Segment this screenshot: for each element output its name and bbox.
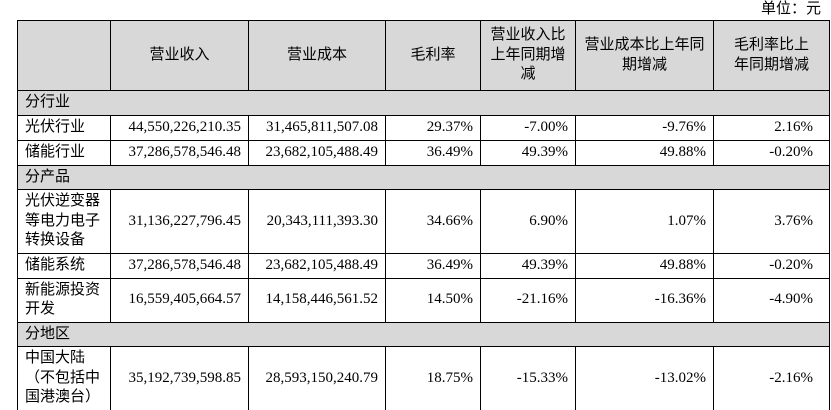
section-label: 分产品 (17, 164, 830, 190)
row-label: 储能系统 (17, 252, 111, 279)
financial-breakdown-table: 营业收入 营业成本 毛利率 营业收入比 上年同期增 减 营业成本比上年同 期增减… (17, 20, 830, 410)
unit-label: 单位：元 (760, 1, 821, 17)
value-cell: -13.02% (575, 346, 714, 410)
section-row: 分行业 (17, 90, 830, 116)
header-cell-category (17, 20, 111, 91)
header-cell-cost-yoy: 营业成本比上年同 期增减 (575, 20, 714, 91)
value-cell: -7.00% (480, 114, 576, 141)
value-cell: 34.66% (385, 189, 481, 254)
value-cell: -21.16% (480, 277, 576, 323)
value-cell: 23,682,105,488.49 (248, 252, 386, 279)
value-cell: -2.16% (713, 346, 830, 410)
value-cell: 1.07% (575, 189, 714, 254)
section-row: 分地区 (17, 321, 830, 347)
value-cell: 14,158,446,561.52 (248, 277, 386, 323)
header-cell-cost: 营业成本 (248, 20, 386, 91)
row-label: 光伏行业 (17, 114, 111, 141)
value-cell: 37,286,578,546.48 (110, 252, 249, 279)
value-cell: -15.33% (480, 346, 576, 410)
row-label: 中国大陆 （不包括中 国港澳台） (17, 346, 111, 410)
value-cell: 29.37% (385, 114, 481, 141)
value-cell: 36.49% (385, 252, 481, 279)
value-cell: 23,682,105,488.49 (248, 139, 386, 166)
value-cell: 6.90% (480, 189, 576, 254)
value-cell: 49.88% (575, 139, 714, 166)
value-cell: 16,559,405,664.57 (110, 277, 249, 323)
value-cell: -0.20% (713, 139, 830, 166)
value-cell: -0.20% (713, 252, 830, 279)
table-row: 储能系统 37,286,578,546.48 23,682,105,488.49 36… (17, 252, 830, 279)
value-cell: 37,286,578,546.48 (110, 139, 249, 166)
value-cell: 18.75% (385, 346, 481, 410)
table-row: 光伏行业 44,550,226,210.35 31,465,811,507.08 29… (17, 114, 830, 141)
value-cell: 35,192,739,598.85 (110, 346, 249, 410)
value-cell: -16.36% (575, 277, 714, 323)
row-label: 光伏逆变器 等电力电子 转换设备 (17, 189, 111, 254)
table-row: 新能源投资 开发 16,559,405,664.57 14,158,446,561.… (17, 277, 830, 323)
table-row: 中国大陆 （不包括中 国港澳台） 35,192,739,598.85 28,593,… (17, 346, 830, 410)
row-label: 储能行业 (17, 139, 111, 166)
value-cell: 28,593,150,240.79 (248, 346, 386, 410)
value-cell: 49.39% (480, 252, 576, 279)
header-cell-revenue: 营业收入 (110, 20, 249, 91)
value-cell: 31,465,811,507.08 (248, 114, 386, 141)
row-label: 新能源投资 开发 (17, 277, 111, 323)
table-row: 光伏逆变器 等电力电子 转换设备 31,136,227,796.45 20,343,… (17, 189, 830, 254)
value-cell: 3.76% (713, 189, 830, 254)
value-cell: 49.88% (575, 252, 714, 279)
value-cell: -9.76% (575, 114, 714, 141)
value-cell: 14.50% (385, 277, 481, 323)
header-cell-revenue-yoy: 营业收入比 上年同期增 减 (480, 20, 576, 91)
header-cell-gross-margin: 毛利率 (385, 20, 481, 91)
value-cell: 31,136,227,796.45 (110, 189, 249, 254)
value-cell: 20,343,111,393.30 (248, 189, 386, 254)
header-row: 营业收入 营业成本 毛利率 营业收入比 上年同期增 减 营业成本比上年同 期增减… (17, 20, 830, 91)
section-label: 分地区 (17, 321, 830, 347)
table-row: 储能行业 37,286,578,546.48 23,682,105,488.49 36… (17, 139, 830, 166)
value-cell: 44,550,226,210.35 (110, 114, 249, 141)
value-cell: -4.90% (713, 277, 830, 323)
section-row: 分产品 (17, 164, 830, 190)
value-cell: 2.16% (713, 114, 830, 141)
header-cell-gross-margin-yoy: 毛利率比上 年同期增减 (713, 20, 830, 91)
value-cell: 49.39% (480, 139, 576, 166)
value-cell: 36.49% (385, 139, 481, 166)
section-label: 分行业 (17, 90, 830, 116)
